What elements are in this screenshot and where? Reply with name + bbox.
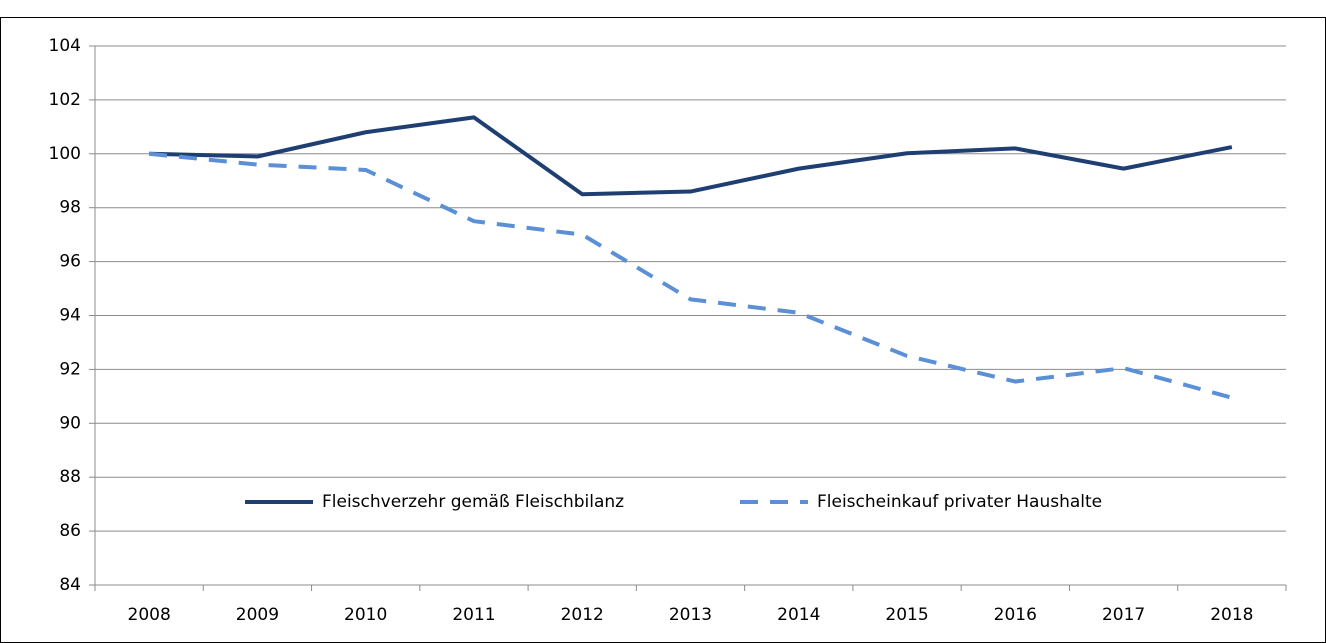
y-tick-label: 104 bbox=[49, 36, 81, 56]
y-tick-label: 94 bbox=[59, 306, 81, 326]
y-tick-label: 88 bbox=[59, 467, 81, 487]
y-tick-label: 100 bbox=[49, 144, 81, 164]
y-tick-label: 92 bbox=[59, 359, 81, 379]
x-tick-label: 2015 bbox=[885, 605, 928, 625]
x-tick-label: 2013 bbox=[669, 605, 712, 625]
x-tick-label: 2009 bbox=[236, 605, 279, 625]
y-tick-label: 84 bbox=[59, 575, 81, 595]
legend-label: Fleischverzehr gemäß Fleischbilanz bbox=[322, 492, 624, 512]
x-tick-label: 2010 bbox=[344, 605, 387, 625]
y-tick-label: 90 bbox=[59, 413, 81, 433]
chart-border bbox=[0, 17, 1326, 643]
x-tick-label: 2016 bbox=[994, 605, 1037, 625]
x-tick-label: 2014 bbox=[777, 605, 820, 625]
y-tick-label: 102 bbox=[49, 90, 81, 110]
y-tick-label: 86 bbox=[59, 521, 81, 541]
x-tick-label: 2011 bbox=[452, 605, 495, 625]
data-line bbox=[148, 151, 1233, 400]
y-tick-label: 98 bbox=[59, 198, 81, 218]
x-tick-label: 2008 bbox=[128, 605, 171, 625]
data-line bbox=[149, 115, 1233, 197]
legend-label: Fleischeinkauf privater Haushalte bbox=[817, 492, 1102, 512]
x-tick-label: 2017 bbox=[1102, 605, 1145, 625]
x-tick-label: 2012 bbox=[561, 605, 604, 625]
x-tick-label: 2018 bbox=[1210, 605, 1253, 625]
y-tick-label: 96 bbox=[59, 252, 81, 272]
